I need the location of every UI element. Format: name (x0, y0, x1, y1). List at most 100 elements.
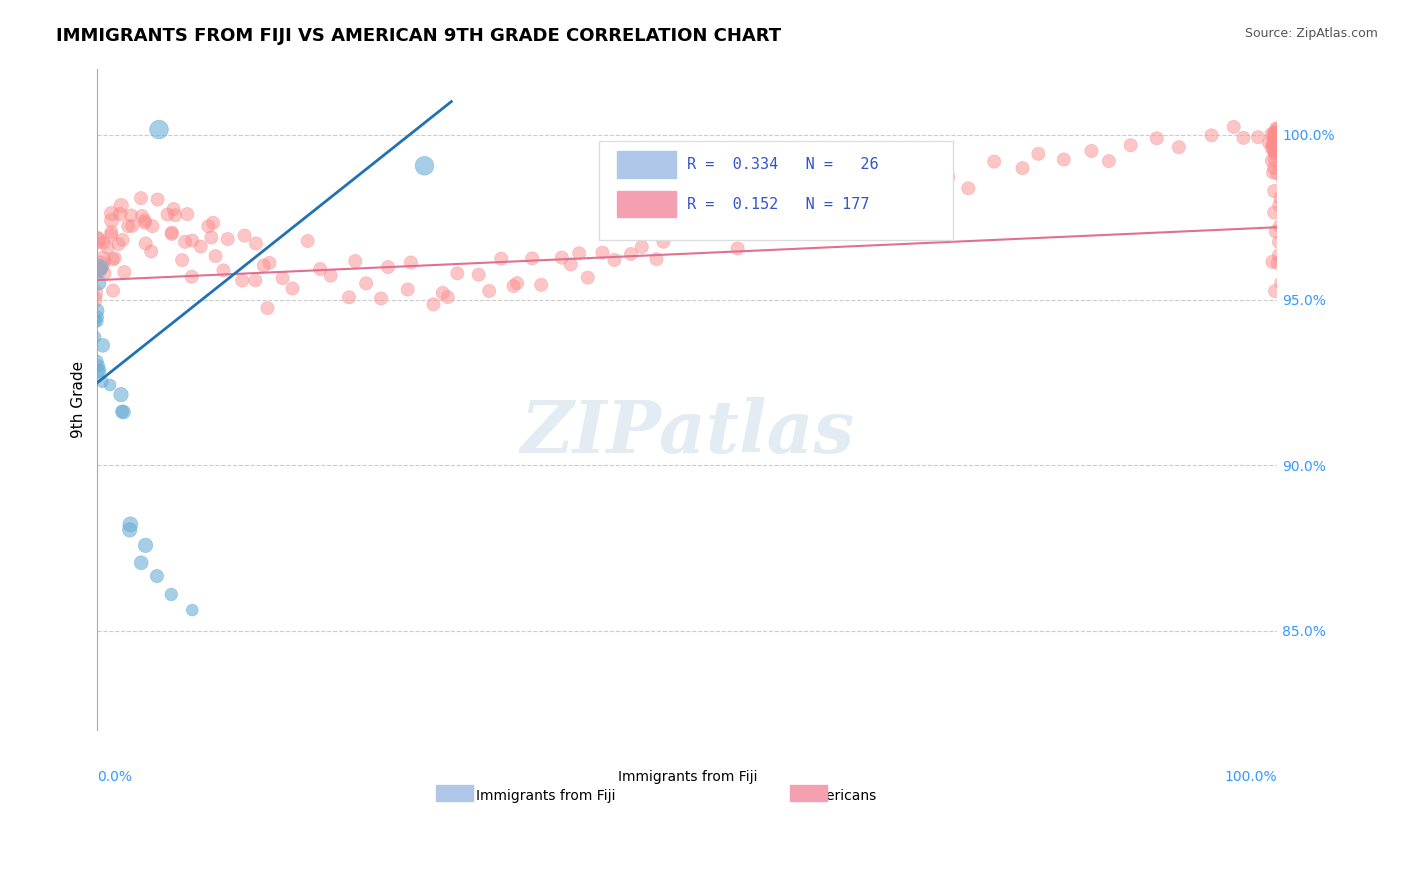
Point (160, 587, 183, 601)
Point (233, 228, 256, 243)
Point (111, 404, 134, 418)
Text: R =  0.152   N = 177: R = 0.152 N = 177 (688, 196, 870, 211)
Point (87, 232, 110, 246)
FancyBboxPatch shape (436, 785, 472, 801)
Point (181, 603, 204, 617)
Point (174, 235, 197, 249)
Point (86, 354, 108, 368)
Point (1268, 198, 1291, 212)
Point (172, 253, 194, 268)
Point (129, 191, 152, 205)
Text: Americans: Americans (804, 789, 877, 804)
Point (202, 216, 225, 230)
Point (100, 213, 122, 227)
FancyBboxPatch shape (790, 785, 827, 801)
Point (938, 170, 960, 185)
Point (111, 233, 134, 247)
Point (467, 268, 489, 282)
Point (91, 375, 114, 389)
Point (1222, 120, 1244, 134)
Point (436, 290, 458, 304)
Point (841, 186, 863, 201)
Point (1261, 153, 1284, 168)
Point (1268, 129, 1291, 144)
Point (134, 213, 156, 227)
Point (117, 219, 139, 234)
Point (1264, 284, 1286, 298)
Point (245, 273, 267, 287)
Point (1247, 130, 1270, 145)
FancyBboxPatch shape (616, 191, 675, 218)
Point (818, 210, 841, 224)
Point (1232, 131, 1254, 145)
Point (120, 517, 142, 532)
Point (100, 227, 122, 242)
Point (245, 236, 267, 251)
Point (794, 208, 817, 222)
Point (1261, 140, 1284, 154)
Point (1264, 125, 1286, 139)
Point (370, 292, 392, 306)
FancyBboxPatch shape (616, 151, 675, 178)
Point (1264, 145, 1286, 160)
Point (281, 281, 304, 295)
Point (1263, 136, 1285, 151)
Point (337, 290, 360, 304)
Point (1080, 144, 1102, 158)
Point (297, 234, 319, 248)
Point (432, 285, 454, 300)
Point (502, 279, 524, 293)
Point (1267, 122, 1289, 136)
Point (620, 247, 643, 261)
Point (110, 198, 132, 212)
Point (727, 242, 749, 256)
Point (1260, 127, 1282, 141)
Point (1263, 128, 1285, 143)
Point (1271, 136, 1294, 151)
Point (83, 314, 105, 328)
Text: 100.0%: 100.0% (1225, 770, 1277, 783)
Point (377, 260, 399, 274)
Point (91, 252, 114, 267)
Point (1265, 140, 1288, 154)
Point (256, 301, 278, 315)
Point (89, 363, 111, 377)
Point (146, 193, 169, 207)
Point (87, 359, 110, 373)
Point (141, 244, 163, 259)
Point (118, 523, 141, 537)
Point (530, 277, 553, 292)
Point (82, 286, 104, 301)
Point (271, 271, 294, 285)
Point (1271, 151, 1294, 165)
Point (253, 259, 276, 273)
Point (121, 219, 143, 233)
Point (148, 122, 170, 136)
Point (156, 207, 179, 221)
Point (259, 256, 281, 270)
Point (1263, 184, 1285, 198)
Point (1264, 133, 1286, 147)
Point (107, 237, 129, 252)
Point (413, 159, 436, 173)
Point (907, 173, 929, 187)
Point (200, 230, 222, 244)
Text: Source: ZipAtlas.com: Source: ZipAtlas.com (1244, 27, 1378, 40)
Point (1261, 143, 1284, 157)
Point (1264, 126, 1286, 140)
Point (212, 263, 235, 277)
Point (120, 209, 142, 223)
Point (1268, 235, 1291, 249)
Point (354, 277, 377, 291)
Text: R =  0.334   N =   26: R = 0.334 N = 26 (688, 157, 879, 172)
Point (1270, 191, 1292, 205)
Point (859, 195, 882, 210)
Point (112, 265, 135, 279)
Point (93, 235, 115, 250)
Point (101, 252, 124, 267)
Point (506, 276, 529, 290)
Point (1272, 173, 1295, 187)
Point (84, 233, 107, 247)
Point (204, 249, 226, 263)
Point (162, 202, 184, 216)
